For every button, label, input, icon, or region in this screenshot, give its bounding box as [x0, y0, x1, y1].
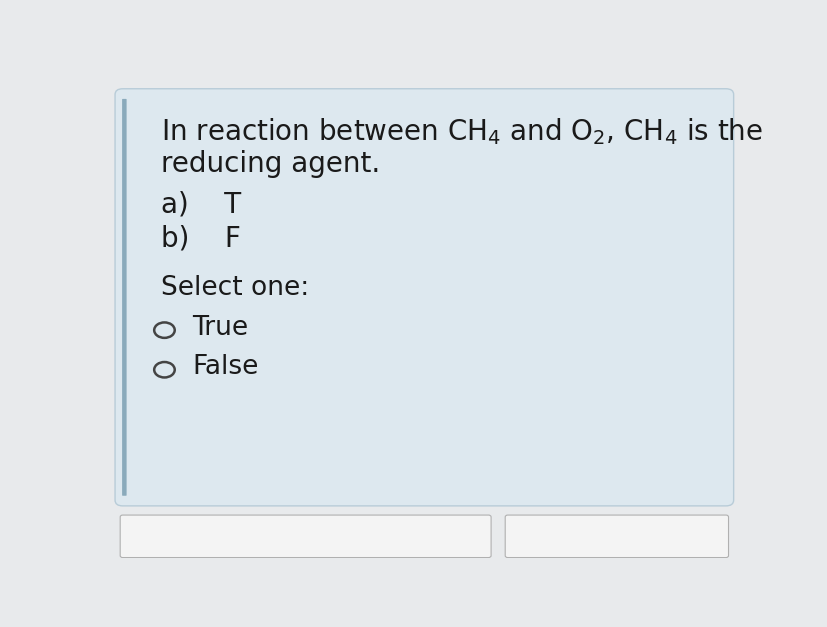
FancyBboxPatch shape	[120, 515, 490, 557]
Text: a)    T: a) T	[161, 191, 241, 219]
FancyBboxPatch shape	[115, 89, 733, 506]
FancyBboxPatch shape	[122, 99, 127, 496]
Text: True: True	[192, 315, 248, 340]
Text: b)    F: b) F	[161, 224, 241, 253]
Text: In reaction between $\mathregular{CH_4}$ and $\mathregular{O_2}$, $\mathregular{: In reaction between $\mathregular{CH_4}$…	[161, 117, 762, 147]
Text: False: False	[192, 354, 258, 381]
FancyBboxPatch shape	[504, 515, 728, 557]
Text: reducing agent.: reducing agent.	[161, 150, 380, 178]
Text: Select one:: Select one:	[161, 275, 309, 301]
